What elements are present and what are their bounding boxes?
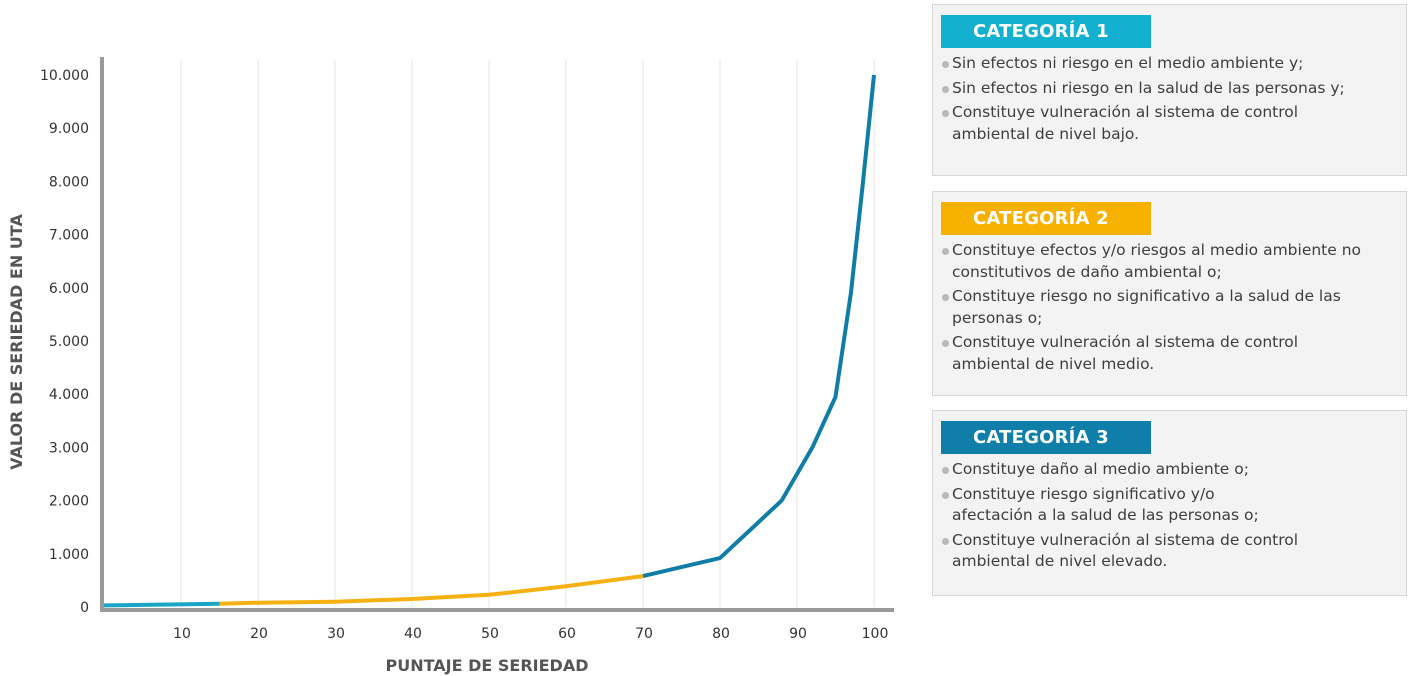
- list-item-text: Constituye efectos y/o riesgos al medio …: [952, 241, 1362, 281]
- x-axis-title: PUNTAJE DE SERIEDAD: [386, 656, 589, 675]
- list-item-text: Constituye vulneración al sistema de con…: [952, 103, 1299, 143]
- list-item: Constituye daño al medio ambiente o;: [942, 459, 1402, 481]
- y-tick-label: 2.000: [49, 494, 89, 510]
- list-item-text: Constituye vulneración al sistema de con…: [952, 333, 1299, 373]
- category-3-box: CATEGORÍA 3 Constituye daño al medio amb…: [932, 410, 1407, 596]
- seriousness-chart: 0 1.000 2.000 3.000 4.000 5.000 6.000 7.000 8.00…: [7, 57, 894, 675]
- bullet-icon: [942, 467, 949, 474]
- x-tick-label: 100: [862, 626, 889, 642]
- y-tick-label: 9.000: [49, 121, 89, 137]
- y-tick-label: 0: [80, 600, 89, 616]
- list-item-text: Constituye riesgo significativo y/o afec…: [952, 484, 1259, 525]
- list-item-text: Constituye vulneración al sistema de con…: [952, 530, 1299, 571]
- category-3-title: CATEGORÍA 3: [941, 421, 1151, 454]
- y-tick-label: 5.000: [49, 334, 89, 350]
- category-2-box: CATEGORÍA 2 Constituye efectos y/o riesg…: [932, 191, 1407, 396]
- y-tick-label: 4.000: [49, 387, 89, 403]
- bullet-icon: [942, 537, 949, 545]
- category-1-title: CATEGORÍA 1: [941, 15, 1151, 48]
- bullet-icon: [942, 110, 949, 117]
- bullet-icon: [942, 61, 949, 68]
- list-item: Constituye vulneración al sistema de con…: [942, 102, 1312, 145]
- series-line: [642, 74, 876, 579]
- y-tick-label: 10.000: [40, 68, 89, 84]
- list-item: Constituye riesgo no significativo a la …: [942, 286, 1402, 329]
- category-3-list: Constituye daño al medio ambiente o; Con…: [942, 459, 1402, 576]
- x-tick-label: 80: [712, 626, 730, 642]
- list-item-text: Constituye daño al medio ambiente o;: [952, 460, 1249, 478]
- bullet-icon: [942, 248, 949, 255]
- x-tick-label: 90: [789, 626, 807, 642]
- list-item: Constituye riesgo significativo y/o afec…: [942, 484, 1272, 527]
- x-tick-label: 60: [558, 626, 576, 642]
- list-item: Sin efectos ni riesgo en el medio ambien…: [942, 53, 1402, 75]
- list-item: Constituye efectos y/o riesgos al medio …: [942, 240, 1402, 283]
- bullet-icon: [942, 491, 949, 499]
- category-2-title: CATEGORÍA 2: [941, 202, 1151, 235]
- list-item-text: Constituye riesgo no significativo a la …: [952, 287, 1341, 327]
- bullet-icon: [942, 340, 949, 347]
- list-item-text: Sin efectos ni riesgo en el medio ambien…: [952, 54, 1304, 72]
- y-tick-label: 8.000: [49, 174, 89, 190]
- y-tick-label: 7.000: [49, 228, 89, 244]
- y-tick-label: 3.000: [49, 440, 89, 456]
- y-axis-title: VALOR DE SERIEDAD EN UTA: [7, 214, 26, 470]
- x-tick-label: 30: [327, 626, 345, 642]
- bullet-icon: [942, 294, 949, 301]
- category-1-list: Sin efectos ni riesgo en el medio ambien…: [942, 53, 1402, 148]
- x-tick-label: 70: [635, 626, 653, 642]
- list-item: Constituye vulneración al sistema de con…: [942, 530, 1312, 573]
- series-line: [219, 574, 644, 606]
- category-1-box: CATEGORÍA 1 Sin efectos ni riesgo en el …: [932, 4, 1407, 176]
- list-item-text: Sin efectos ni riesgo en la salud de las…: [952, 78, 1345, 97]
- y-tick-label: 1.000: [49, 547, 89, 563]
- x-tick-label: 20: [250, 626, 268, 642]
- x-tick-label: 40: [404, 626, 422, 642]
- series-line: [103, 601, 220, 608]
- y-tick-label: 6.000: [49, 281, 89, 297]
- x-tick-label: 50: [481, 626, 499, 642]
- x-tick-label: 10: [173, 626, 191, 642]
- list-item: Sin efectos ni riesgo en la salud de las…: [942, 78, 1402, 100]
- bullet-icon: [942, 85, 949, 93]
- list-item: Constituye vulneración al sistema de con…: [942, 332, 1312, 375]
- category-2-list: Constituye efectos y/o riesgos al medio …: [942, 240, 1402, 378]
